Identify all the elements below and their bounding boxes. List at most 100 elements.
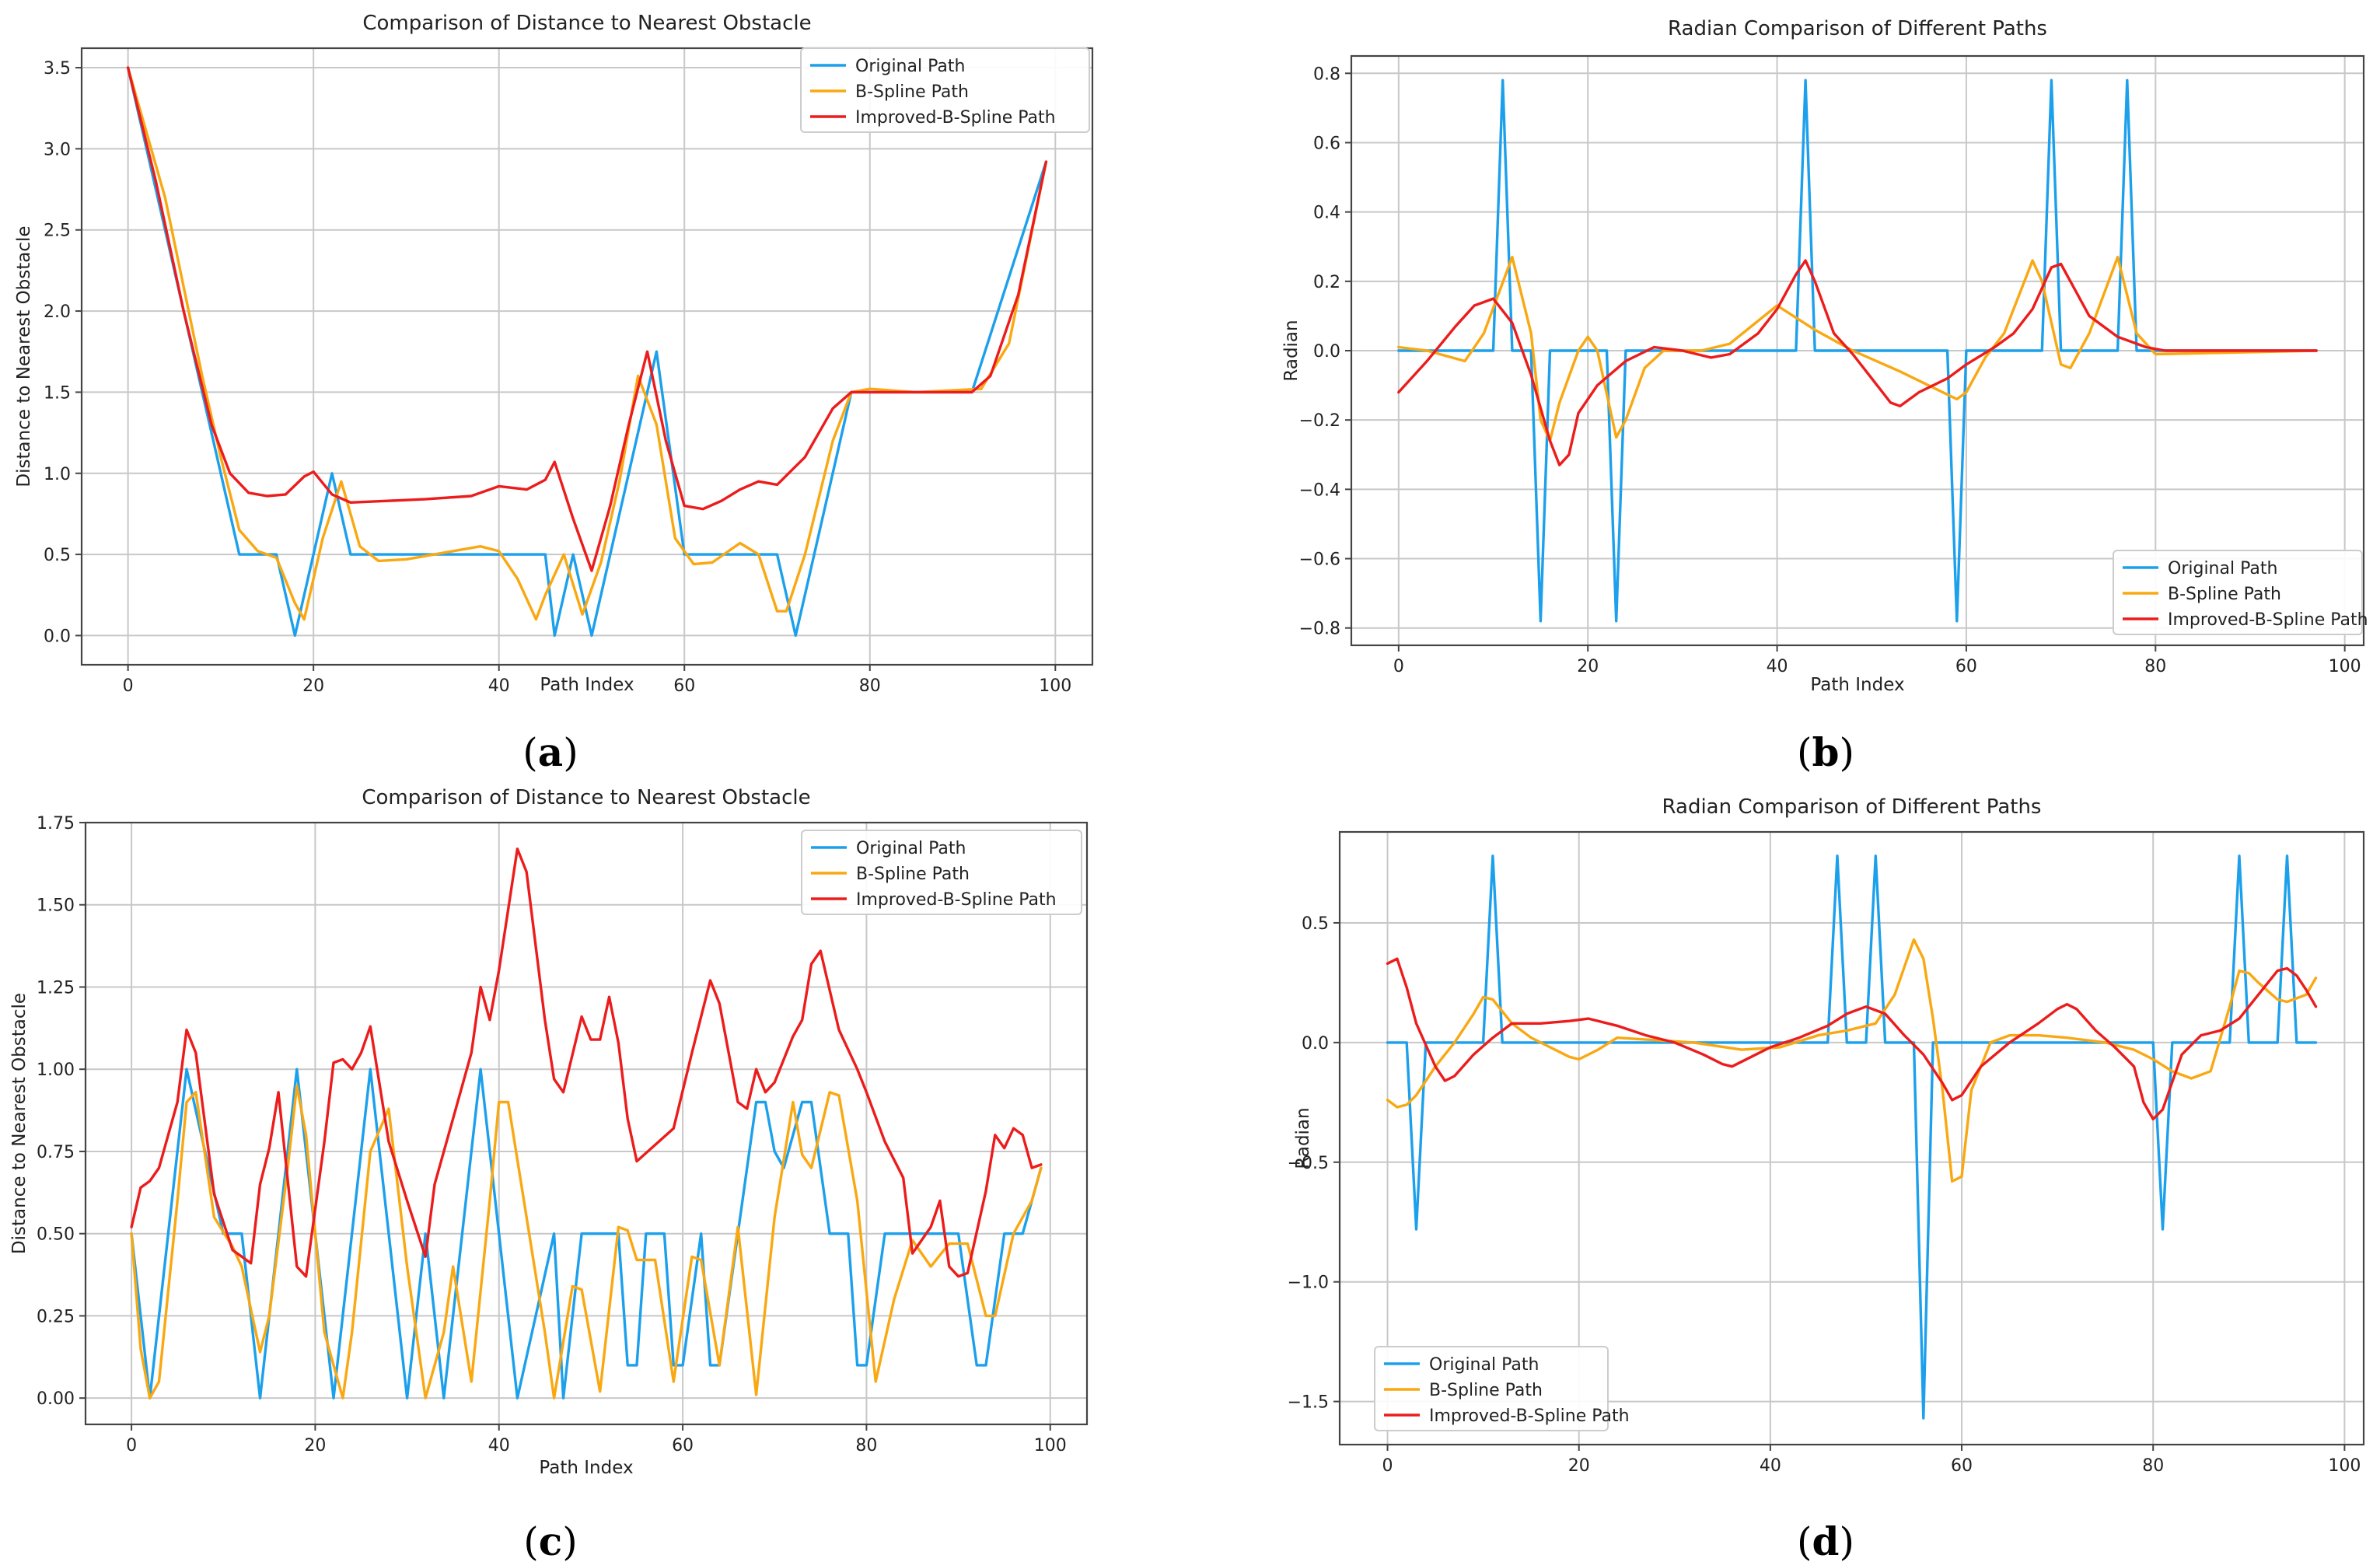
figure-caption: (b) <box>1797 729 1854 775</box>
caption-paren: ) <box>1839 730 1854 775</box>
series-line-bspline <box>130 1084 1043 1400</box>
x-tick-label: 100 <box>2329 657 2361 676</box>
x-tick-label: 60 <box>672 1436 694 1455</box>
y-tick-label: 0.25 <box>37 1307 75 1326</box>
chart-title: Radian Comparison of Different Paths <box>1662 795 2042 819</box>
chart-c: 0 20 40 60 80 100 0.00 0.25 0.50 0.75 1.00 1.25 1.50… <box>9 786 1089 1562</box>
legend: Original Path B-Spline Path Improved-B-Spl… <box>800 47 1090 133</box>
y-tick-label: 0.6 <box>1313 134 1340 153</box>
x-tick-label: 60 <box>1955 657 1977 676</box>
series-line-bspline <box>1386 938 2318 1183</box>
caption-paren: ( <box>522 730 538 775</box>
x-tick-label: 0 <box>123 676 134 696</box>
caption-paren: ) <box>1839 1519 1854 1562</box>
y-tick-label: 1.5 <box>44 383 71 403</box>
legend: Original Path B-Spline Path Improved-B-Spl… <box>801 830 1082 915</box>
x-tick-label: 100 <box>2328 1456 2361 1476</box>
legend-box <box>1374 1346 1609 1431</box>
x-tick-label: 100 <box>1034 1436 1067 1455</box>
y-axis-label: Radian <box>1293 1107 1313 1169</box>
caption-letter: c <box>539 1518 562 1562</box>
y-tick-label: −0.2 <box>1299 411 1340 431</box>
x-tick-label: 60 <box>673 676 695 696</box>
y-tick-label: −1.0 <box>1288 1274 1329 1293</box>
y-tick-label: 1.50 <box>37 896 75 916</box>
legend-label: B-Spline Path <box>1429 1381 1543 1400</box>
x-axis-label: Path Index <box>539 1458 633 1478</box>
legend: Original Path B-Spline Path Improved-B-Spl… <box>2113 550 2368 635</box>
axes-frame <box>1338 830 2365 1446</box>
x-tick-label: 20 <box>302 676 324 696</box>
legend-label: Original Path <box>2168 559 2277 578</box>
legend-label: Original Path <box>856 839 966 858</box>
x-tick-label: 20 <box>304 1436 326 1455</box>
x-tick-label: 80 <box>859 676 881 696</box>
y-tick-label: −0.6 <box>1299 550 1340 570</box>
y-tick-label: 0.8 <box>1313 65 1340 84</box>
caption-letter: a <box>538 729 563 775</box>
chart-title: Comparison of Distance to Nearest Obstac… <box>362 12 811 35</box>
x-tick-label: 0 <box>126 1436 137 1455</box>
series-line-improved <box>126 66 1048 572</box>
legend-box <box>2113 550 2363 635</box>
y-tick-label: 0.00 <box>37 1389 75 1409</box>
y-tick-label: −0.5 <box>1288 1154 1329 1173</box>
series-line-improved <box>1397 259 2318 467</box>
x-tick-label: 20 <box>1577 657 1599 676</box>
y-axis-label: Distance to Nearest Obstacle <box>14 225 34 487</box>
x-tick-label: 80 <box>2144 657 2166 676</box>
y-tick-label: 0.5 <box>44 546 71 565</box>
y-tick-label: −0.4 <box>1299 480 1340 500</box>
x-axis-label: Path Index <box>540 675 634 695</box>
y-axis-label: Distance to Nearest Obstacle <box>9 993 30 1254</box>
legend-label: Original Path <box>855 57 965 76</box>
chart-d: 0 20 40 60 80 100 −1.5 −1.0 −0.5 0.0 0.5 Radian Com… <box>1288 795 2365 1562</box>
chart-title: Comparison of Distance to Nearest Obstac… <box>362 786 810 809</box>
legend-label: Improved-B-Spline Path <box>855 108 1056 128</box>
caption-paren: ( <box>1797 1519 1812 1562</box>
legend-box <box>801 830 1082 915</box>
series-line-original <box>1386 854 2318 1420</box>
legend-label: B-Spline Path <box>855 82 969 102</box>
y-tick-label: 0.0 <box>1313 342 1340 362</box>
x-tick-label: 80 <box>855 1436 877 1455</box>
y-tick-label: −1.5 <box>1288 1393 1329 1413</box>
series-line-improved <box>1386 957 2318 1121</box>
figure-caption: (a) <box>522 729 578 775</box>
y-tick-label: 0.0 <box>44 627 71 646</box>
caption-letter: b <box>1812 729 1840 775</box>
figure-caption: (d) <box>1797 1518 1854 1562</box>
series-line-bspline <box>126 66 1048 621</box>
y-tick-label: 1.00 <box>37 1061 75 1080</box>
x-tick-label: 20 <box>1568 1456 1590 1476</box>
series-line-original <box>130 1068 1043 1400</box>
x-tick-label: 40 <box>488 676 510 696</box>
y-tick-label: 0.75 <box>37 1143 75 1162</box>
y-tick-label: 1.75 <box>37 814 75 833</box>
y-tick-label: 0.50 <box>37 1225 75 1245</box>
y-tick-label: 3.0 <box>44 140 71 159</box>
caption-letter: d <box>1812 1518 1840 1562</box>
legend-box <box>800 47 1090 133</box>
legend-label: Original Path <box>1429 1355 1539 1375</box>
legend-label: Improved-B-Spline Path <box>1429 1406 1630 1426</box>
chart-title: Radian Comparison of Different Paths <box>1668 17 2047 40</box>
x-axis-label: Path Index <box>1810 675 1904 695</box>
y-tick-label: 1.0 <box>44 465 71 484</box>
legend: Original Path B-Spline Path Improved-B-Spl… <box>1374 1346 1630 1431</box>
y-axis-label: Radian <box>1281 320 1302 381</box>
series-line-improved <box>130 847 1043 1278</box>
x-tick-label: 0 <box>1382 1456 1393 1476</box>
x-tick-label: 60 <box>1951 1456 1973 1476</box>
y-tick-label: 1.25 <box>37 978 75 998</box>
y-tick-label: 0.4 <box>1313 204 1340 223</box>
y-tick-label: 2.5 <box>44 222 71 241</box>
legend-label: Improved-B-Spline Path <box>856 890 1057 910</box>
caption-paren: ( <box>1797 730 1812 775</box>
legend-label: B-Spline Path <box>2168 585 2281 604</box>
y-tick-label: 3.5 <box>44 59 71 79</box>
figure-caption: (c) <box>523 1518 577 1562</box>
caption-paren: ) <box>562 1519 578 1562</box>
y-tick-label: 0.5 <box>1302 914 1329 934</box>
